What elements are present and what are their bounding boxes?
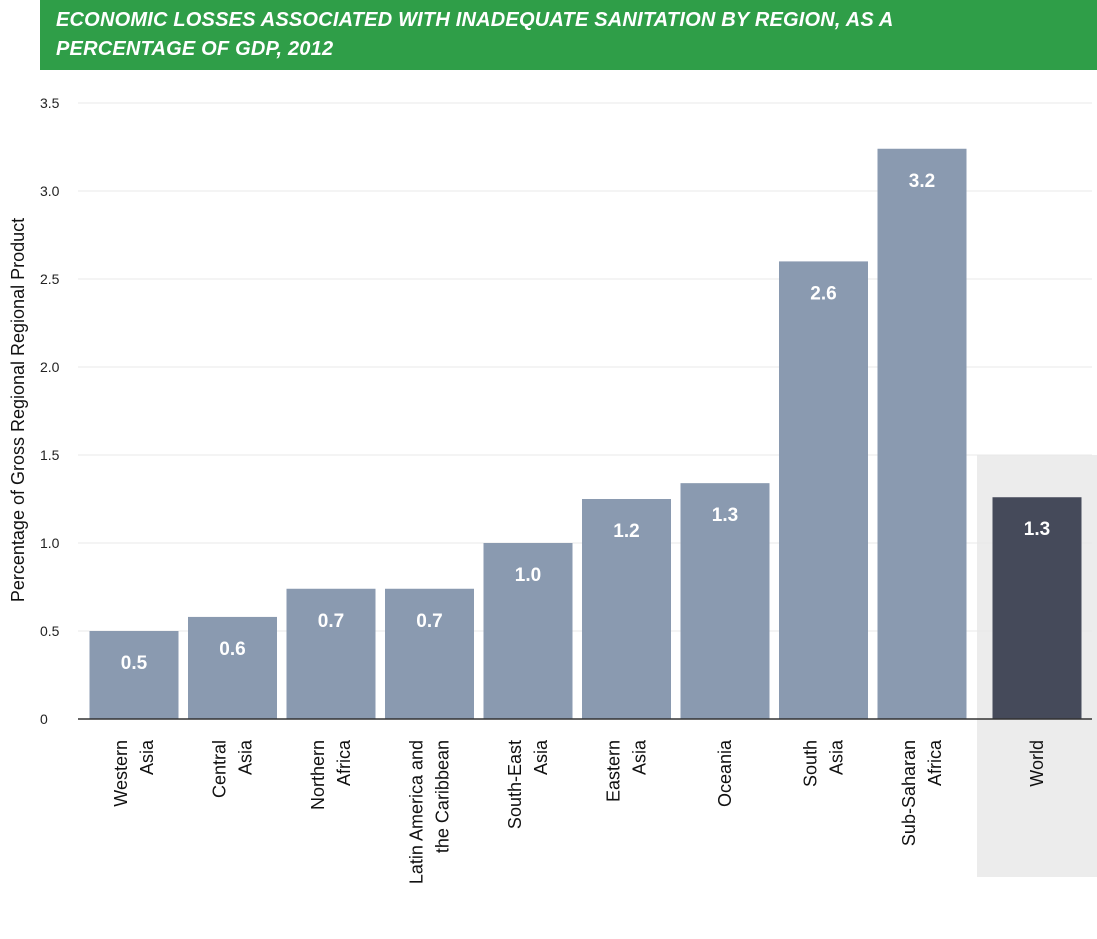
category-label: World	[1027, 740, 1047, 787]
category-label: Northern Africa	[308, 739, 354, 810]
y-axis-label: Percentage of Gross Regional Regional Pr…	[8, 218, 28, 602]
y-tick-label: 3.5	[40, 95, 60, 111]
bar	[877, 148, 967, 719]
bar	[385, 588, 474, 719]
y-tick-label: 0	[40, 711, 48, 727]
bar	[89, 631, 179, 719]
data-label: 1.3	[712, 505, 738, 526]
bar	[188, 616, 277, 719]
y-tick-label: 2.0	[40, 359, 60, 375]
bar	[483, 543, 573, 719]
category-label: South Asia	[801, 739, 847, 787]
y-tick-label: 0.5	[40, 623, 60, 639]
bar	[582, 499, 671, 719]
data-label: 0.5	[121, 653, 148, 674]
data-label: 1.2	[613, 521, 639, 542]
data-label: 0.7	[318, 611, 344, 632]
data-label: 1.3	[1024, 519, 1050, 540]
category-label: Oceania	[715, 739, 735, 807]
category-label: Eastern Asia	[604, 739, 650, 802]
y-tick-label: 3.0	[40, 183, 60, 199]
bar	[779, 261, 868, 719]
y-tick-label: 1.5	[40, 447, 60, 463]
chart-title: ECONOMIC LOSSES ASSOCIATED WITH INADEQUA…	[56, 9, 894, 60]
data-label: 2.6	[810, 283, 836, 304]
y-tick-label: 1.0	[40, 535, 60, 551]
data-label: 0.6	[219, 639, 245, 660]
category-label: South-East Asia	[505, 739, 551, 829]
category-label: Sub-Saharan Africa	[899, 739, 945, 846]
y-tick-label: 2.5	[40, 271, 60, 287]
category-label: Central Asia	[210, 739, 256, 798]
bar	[286, 588, 376, 719]
data-label: 1.0	[515, 565, 541, 586]
category-label: Latin America and the Caribbean	[407, 740, 453, 884]
title-bar: ECONOMIC LOSSES ASSOCIATED WITH INADEQUA…	[40, 0, 1097, 70]
data-label: 0.7	[416, 611, 442, 632]
bar	[992, 497, 1082, 719]
data-label: 3.2	[909, 171, 935, 192]
bar	[680, 483, 770, 719]
category-label: Western Asia	[111, 739, 157, 807]
